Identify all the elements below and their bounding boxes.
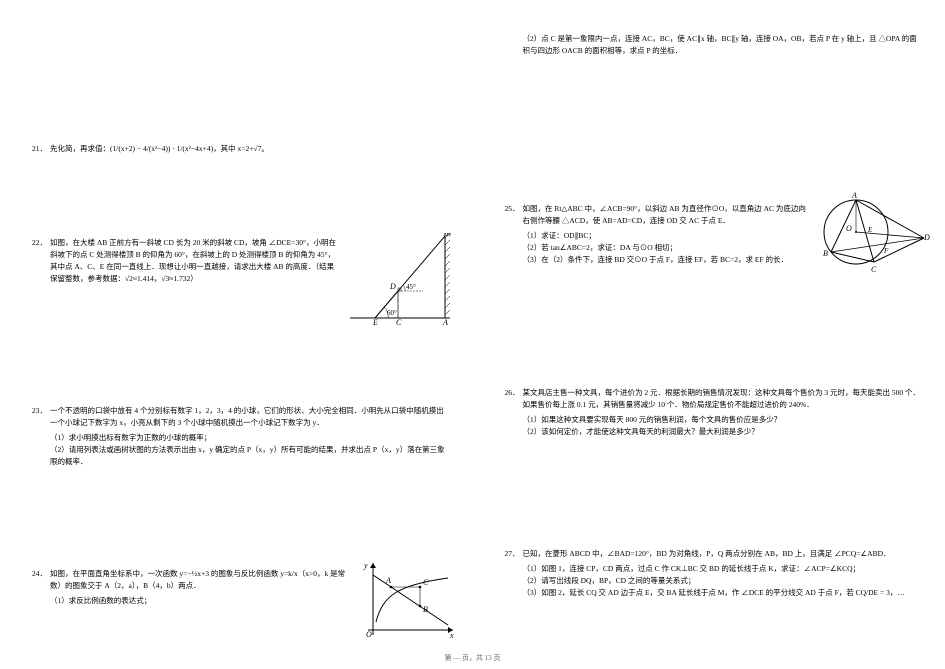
- problem-23-text: 一个不透明的口袋中放有 4 个分别标有数字 1，2，3，4 的小球，它们的形状、…: [50, 406, 444, 427]
- figure-25: A B C D O E F: [816, 190, 931, 280]
- problem-24-number: 24．: [32, 568, 47, 580]
- label-C25: C: [871, 265, 877, 274]
- problem-27: 27． 已知，在菱形 ABCD 中，∠BAD=120°，BD 为对角线，P，Q …: [523, 548, 928, 599]
- label-C24: C: [423, 578, 429, 587]
- label-F25: F: [883, 247, 889, 255]
- problem-22-number: 22．: [32, 237, 47, 249]
- label-O25: O: [846, 224, 852, 233]
- label-A: A: [442, 318, 448, 325]
- problem-26-text: 某文具店主售一种文具，每个进价为 2 元．根据长期的销售情况发现：这种文具每个售…: [523, 388, 921, 409]
- problem-25-sub2: （2）若 tan∠ABC=2，求证：DA 与⊙O 相切；: [523, 242, 808, 254]
- problem-24: 24． 如图，在平面直角坐标系中，一次函数 y=−½x+3 的图象与反比例函数 …: [50, 568, 350, 607]
- label-A24: A: [385, 576, 391, 585]
- label-O: O: [366, 630, 372, 639]
- problem-26-sub2: （2）该如何定价，才能使这种文具每天的利润最大？最大利润是多少？: [523, 426, 923, 438]
- label-D25: D: [923, 233, 930, 242]
- problem-25-number: 25．: [505, 203, 520, 215]
- problem-25-sub3: （3）在（2）条件下，连接 BD 交⊙O 于点 F，连接 EF，若 BC=2，求…: [523, 254, 808, 266]
- label-E: E: [372, 318, 378, 325]
- label-x: x: [449, 631, 454, 640]
- problem-25: 25． 如图，在 Rt△ABC 中，∠ACB=90°，以斜边 AB 为直径作⊙O…: [523, 203, 808, 266]
- label-A25: A: [851, 191, 857, 200]
- figure-24: y x O A C B: [358, 560, 458, 640]
- problem-26-sub1: （1）如果这种文具要实现每天 800 元的销售利润，每个文具的售价应是多少？: [523, 414, 923, 426]
- left-column: 21． 先化简，再求值：(1/(x+2) − 4/(x²−4)) · 1/(x²…: [0, 0, 473, 669]
- label-E25: E: [867, 226, 873, 234]
- problem-23-number: 23．: [32, 405, 47, 417]
- problem-25-sub1: （1）求证：OD∥BC；: [523, 230, 808, 242]
- label-D: D: [389, 282, 396, 291]
- problem-24-cont: （2）点 C 是第一象限内一点，连接 AC，BC，使 AC∥x 轴，BC∥y 轴…: [523, 33, 923, 57]
- problem-27-sub1: （1）如图 1，连接 CP，CD 两点，过点 C 作 CK⊥BC 交 BD 的延…: [523, 563, 928, 575]
- label-45: 45°: [406, 283, 416, 291]
- problem-27-text: 已知，在菱形 ABCD 中，∠BAD=120°，BD 为对角线，P，Q 两点分别…: [523, 549, 891, 558]
- label-60: 60°: [387, 309, 397, 317]
- problem-24-text: 如图，在平面直角坐标系中，一次函数 y=−½x+3 的图象与反比例函数 y=k/…: [50, 569, 345, 590]
- problem-27-sub2: （2）请写出线段 DQ，BP，CD 之间的等量关系式；: [523, 575, 928, 587]
- problem-27-sub3: （3）如图 2，延长 CQ 交 AD 边于点 E，交 BA 延长线于点 M，作 …: [523, 587, 928, 599]
- problem-21-number: 21．: [32, 143, 47, 155]
- problem-21: 21． 先化简，再求值：(1/(x+2) − 4/(x²−4)) · 1/(x²…: [50, 143, 420, 155]
- problem-24-sub1: （1）求反比例函数的表达式；: [50, 595, 350, 607]
- problem-24-cont-text: （2）点 C 是第一象限内一点，连接 AC，BC，使 AC∥x 轴，BC∥y 轴…: [523, 34, 917, 55]
- problem-26: 26． 某文具店主售一种文具，每个进价为 2 元．根据长期的销售情况发现：这种文…: [523, 387, 923, 438]
- problem-22-text: 如图，在大楼 AB 正前方有一斜坡 CD 长为 20 米的斜坡 CD，坡角 ∠D…: [50, 238, 336, 283]
- problem-26-number: 26．: [505, 387, 520, 399]
- label-B25: B: [823, 249, 828, 258]
- figure-22: B D 45° 60° E C A: [350, 233, 455, 325]
- problem-21-text: 先化简，再求值：(1/(x+2) − 4/(x²−4)) · 1/(x²−4x+…: [50, 144, 269, 153]
- page-footer: 第 — 页，共 13 页: [445, 653, 501, 663]
- label-B: B: [446, 233, 451, 238]
- right-column: （2）点 C 是第一象限内一点，连接 AC，BC，使 AC∥x 轴，BC∥y 轴…: [473, 0, 945, 669]
- problem-25-text: 如图，在 Rt△ABC 中，∠ACB=90°，以斜边 AB 为直径作⊙O，以直角…: [523, 204, 806, 225]
- problem-27-number: 27．: [505, 548, 520, 560]
- problem-22: 22． 如图，在大楼 AB 正前方有一斜坡 CD 长为 20 米的斜坡 CD，坡…: [50, 237, 340, 285]
- label-y: y: [363, 561, 368, 570]
- label-B24: B: [423, 605, 428, 614]
- problem-23-sub1: （1）求小明摸出标有数字为正数的小球的概率；: [50, 432, 450, 444]
- problem-23: 23． 一个不透明的口袋中放有 4 个分别标有数字 1，2，3，4 的小球，它们…: [50, 405, 450, 468]
- problem-23-sub2: （2）请用列表法或画树状图的方法表示出由 x，y 确定的点 P（x，y）所有可能…: [50, 444, 450, 468]
- label-C: C: [396, 318, 402, 325]
